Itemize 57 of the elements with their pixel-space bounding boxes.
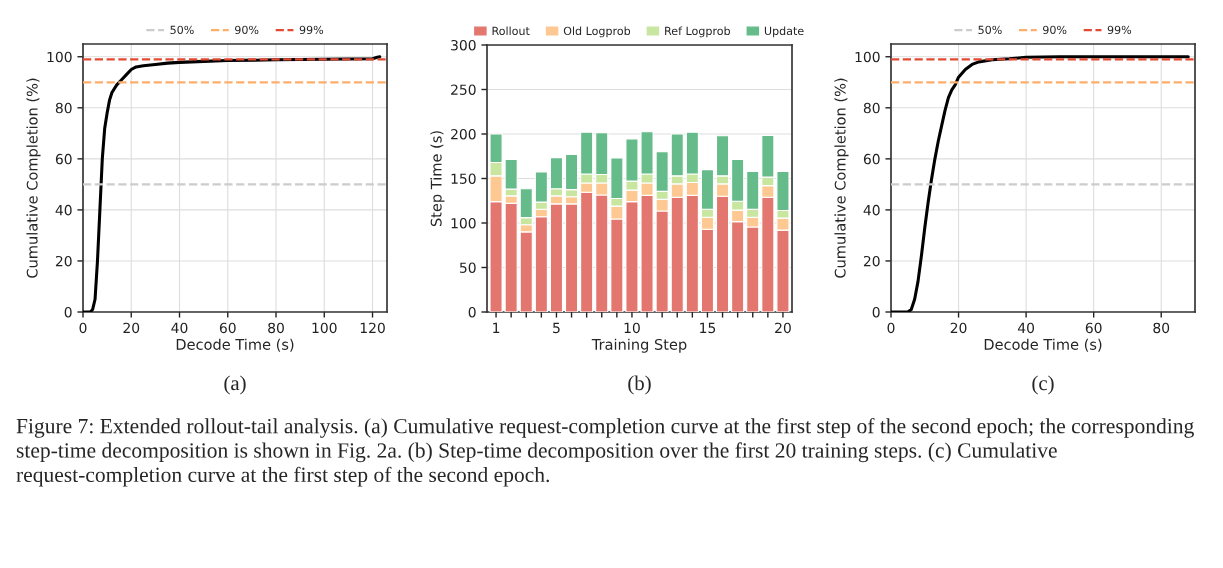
x-tick-label: 0 xyxy=(79,322,87,334)
x-tick-label: 10 xyxy=(624,322,640,334)
x-tick-label: 20 xyxy=(123,322,140,334)
x-tick-label: 20 xyxy=(775,322,791,334)
legend-label: Old Logprob xyxy=(563,26,631,38)
y-tick-label: 250 xyxy=(451,84,476,95)
y-tick-label: 80 xyxy=(863,102,880,114)
y-tick-label: 60 xyxy=(55,153,72,165)
y-tick-label: 80 xyxy=(55,102,72,114)
x-tick-label: 60 xyxy=(219,322,236,334)
x-tick-label: 0 xyxy=(887,322,895,334)
y-tick-label: 200 xyxy=(451,128,476,140)
x-tick-label: 80 xyxy=(1153,322,1170,334)
y-axis-title: Cumulative Completion (%) xyxy=(834,78,849,278)
legend-label: 99% xyxy=(299,25,324,35)
y-axis-title: Cumulative Completion (%) xyxy=(26,78,41,278)
y-tick-label: 40 xyxy=(55,204,72,216)
y-tick-label: 0 xyxy=(872,306,880,318)
legend-label: Update xyxy=(764,26,804,38)
legend-label: 90% xyxy=(235,25,259,35)
text: (c) xyxy=(1032,375,1054,395)
legend-label: 99% xyxy=(1107,25,1132,35)
y-tick-label: 0 xyxy=(64,306,72,318)
x-tick-label: 80 xyxy=(268,322,284,334)
x-axis-title: Decode Time (s) xyxy=(984,338,1102,352)
caption: Figure 7: Extended rollout-tail analysis. (a) Cumulative request-completion curve at the first step of the second epoch; the corresponding step-time decomposition is shown in Fig. 2a. (b) Step-time decomposition over the first 20 training steps. (c) Cumulative request-completion curve at the first step of the second epoch. xyxy=(16,418,1194,487)
y-tick-label: 100 xyxy=(47,51,72,63)
x-tick-label: 20 xyxy=(950,322,967,334)
legend-label: 90% xyxy=(1043,25,1067,35)
y-tick-label: 0 xyxy=(468,306,476,318)
y-tick-label: 150 xyxy=(451,173,476,184)
text: (b) xyxy=(628,375,651,395)
legend-label: Ref Logprob xyxy=(665,26,730,38)
y-tick-label: 20 xyxy=(863,255,880,267)
legend-label: Rollout xyxy=(492,26,530,36)
legend-label: 50% xyxy=(170,25,194,35)
y-tick-label: 100 xyxy=(855,51,880,63)
x-tick-label: 60 xyxy=(1085,322,1102,334)
x-axis-title: Training Step xyxy=(591,338,687,353)
y-tick-label: 40 xyxy=(863,204,880,216)
x-tick-label: 15 xyxy=(700,322,716,334)
x-tick-label: 5 xyxy=(553,322,560,334)
line-series xyxy=(891,55,1190,312)
x-tick-label: 120 xyxy=(360,322,385,334)
y-tick-label: 20 xyxy=(55,255,72,267)
y-tick-label: 300 xyxy=(451,39,476,51)
y-tick-label: 60 xyxy=(863,153,880,165)
legend-label: 50% xyxy=(978,25,1002,35)
x-tick-label: 40 xyxy=(171,322,188,334)
y-tick-label: 100 xyxy=(451,217,476,229)
x-axis-title: Decode Time (s) xyxy=(176,338,294,352)
y-tick-label: 50 xyxy=(459,262,476,273)
y-axis-title: Step Time (s) xyxy=(430,131,445,227)
x-tick-label: 100 xyxy=(312,322,337,334)
x-tick-label: 40 xyxy=(1017,322,1035,334)
text: (a) xyxy=(224,375,246,395)
x-tick-label: 1 xyxy=(493,322,500,333)
